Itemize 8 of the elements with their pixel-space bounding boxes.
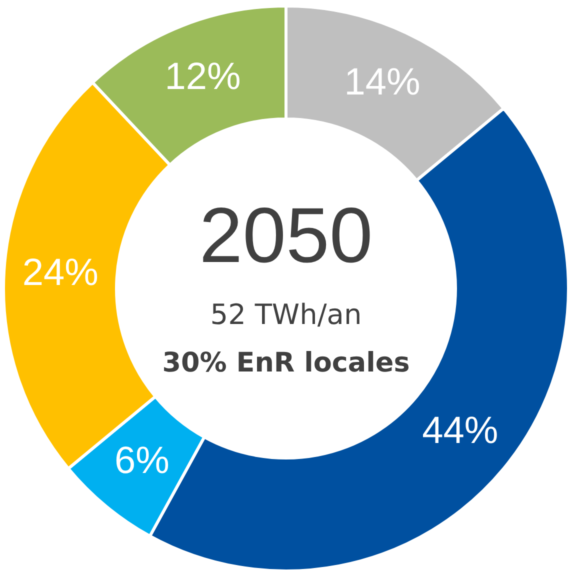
data-label: 14% bbox=[344, 61, 420, 104]
data-label: 6% bbox=[114, 440, 170, 482]
text: 30% EnR locales bbox=[162, 348, 410, 379]
text: 52 TWh/an bbox=[210, 298, 362, 331]
text: 2050 bbox=[199, 191, 373, 280]
data-label: 24% bbox=[22, 252, 98, 294]
data-label: 44% bbox=[422, 410, 498, 452]
data-label: 12% bbox=[164, 56, 241, 98]
